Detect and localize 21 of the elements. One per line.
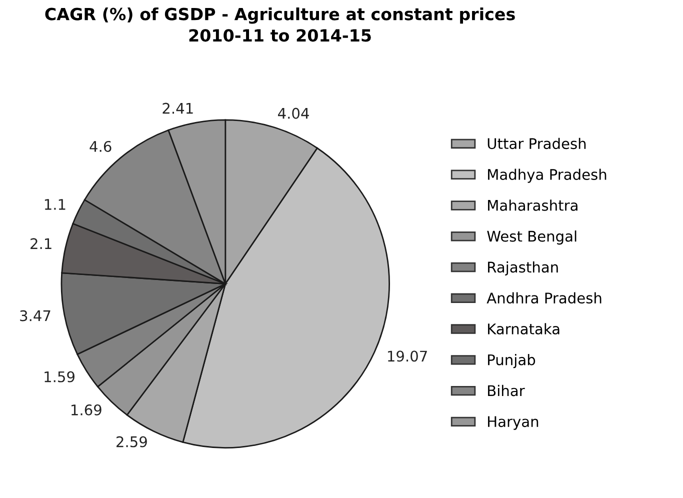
data-label: 1.59: [44, 371, 74, 382]
legend-label: Madhya Pradesh: [488, 168, 606, 183]
data-label: 2.41: [162, 102, 193, 114]
legend-label: West Bengal: [487, 230, 576, 245]
data-label: 19.07: [388, 350, 427, 362]
legend-label: Maharashtra: [488, 200, 578, 211]
data-label: 4.6: [90, 140, 112, 152]
data-label: 1.69: [72, 404, 102, 416]
data-label: 2.1: [30, 238, 52, 249]
data-label: 4.04: [278, 108, 309, 119]
data-label: 2.59: [116, 436, 147, 448]
data-label: 1.1: [44, 199, 66, 210]
legend-label: Punjab: [488, 354, 536, 368]
legend-label: Bihar: [488, 384, 525, 396]
legend-label: Karnataka: [488, 323, 560, 334]
chart-title: CAGR (%) of GSDP - Agriculture at constant prices 2010-11 to 2014-15: [45, 7, 515, 42]
legend-label: Haryan: [488, 416, 538, 430]
legend-label: Uttar Pradesh: [488, 138, 586, 150]
legend-label: Rajasthan: [488, 261, 558, 276]
legend-label: Andhra Pradesh: [486, 292, 602, 304]
data-label: 3.47: [20, 310, 50, 322]
